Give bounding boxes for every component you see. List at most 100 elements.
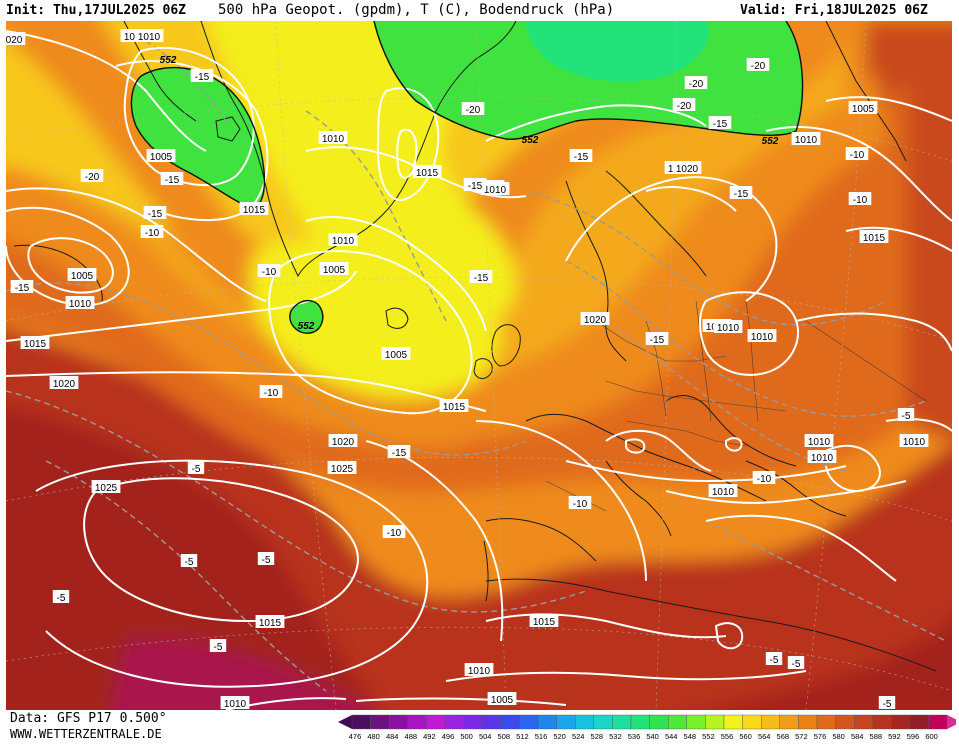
temperature-label: -15 [569, 149, 593, 163]
temperature-label: -5 [209, 639, 227, 653]
legend-value: 480 [367, 732, 380, 741]
temperature-label-box [187, 461, 205, 474]
pressure-label: 1010 [899, 434, 929, 448]
pressure-label-box [747, 329, 777, 342]
temperature-label: -15 [469, 270, 493, 284]
legend-swatch [444, 714, 464, 730]
temperature-label-box [708, 116, 732, 129]
legend-value: 600 [925, 732, 938, 741]
temperature-label-box [160, 172, 184, 185]
g3-area [289, 300, 323, 334]
temperature-label: -15 [143, 206, 167, 220]
pressure-label: 1010 [791, 132, 821, 146]
temperature-label-box [569, 149, 593, 162]
temperature-label-text: -10 [262, 267, 277, 278]
temperature-label: -5 [180, 554, 198, 568]
temperature-label-box [845, 147, 869, 160]
pressure-label-text: 1010 [322, 134, 345, 145]
legend-value: 496 [442, 732, 455, 741]
pressure-label-box [791, 132, 821, 145]
legend-swatch [686, 714, 706, 730]
legend-swatch [816, 714, 836, 730]
temperature-label-text: -15 [165, 175, 180, 186]
weather-map: 1010 1005 1010 1015 1015 1010 1010 1005 1005 1010… [6, 21, 952, 710]
temperature-label-text: -5 [770, 655, 779, 666]
legend-swatch [891, 714, 911, 730]
temperature-label: -15 [10, 280, 34, 294]
pressure-label-text: 1010 [468, 666, 491, 677]
pressure-label: 1020 [328, 434, 358, 448]
legend-swatch [574, 714, 594, 730]
temperature-label: -15 [708, 116, 732, 130]
edge-pressure-label-text: 1010 [138, 32, 161, 43]
legend-swatch [835, 714, 855, 730]
pressure-label-box [146, 149, 176, 162]
temperature-label-box [461, 102, 485, 115]
edge-pressure-label-box [6, 32, 26, 45]
temperature-label-text: -15 [650, 335, 665, 346]
pressure-label-box [529, 614, 559, 627]
legend-value: 508 [498, 732, 511, 741]
pressure-label-box [804, 434, 834, 447]
temperature-label: -10 [568, 496, 592, 510]
temperature-label-text: -15 [148, 209, 163, 220]
legend-value: 548 [684, 732, 697, 741]
geopotential-label: 552 [160, 55, 177, 66]
legend-swatch [537, 714, 557, 730]
map-title: 500 hPa Geopot. (gpdm), T (C), Bodendruc… [218, 2, 615, 18]
pressure-label-text: 1020 [584, 315, 607, 326]
temperature-label-text: -20 [689, 79, 704, 90]
temperature-label: -10 [140, 225, 164, 239]
legend-value: 568 [777, 732, 790, 741]
geopotential-label: 552 [298, 321, 315, 332]
geopotential-labels: 552 552 552 552 [160, 55, 779, 332]
temperature-label-text: -20 [85, 172, 100, 183]
pressure-label-text: 1010 [224, 699, 247, 710]
pressure-label: 1010 [713, 320, 743, 334]
pressure-label: 1005 [67, 268, 97, 282]
temperature-label: -10 [848, 192, 872, 206]
temperature-label-box [765, 652, 783, 665]
temperature-label-text: -15 [734, 189, 749, 200]
edge-pressure-label: 1010 [134, 29, 164, 43]
pressure-label: 1015 [412, 165, 442, 179]
legend-value: 556 [721, 732, 734, 741]
legend-value: 536 [628, 732, 641, 741]
legend-arrow-right [947, 715, 959, 729]
temperature-label-box [672, 98, 696, 111]
temperature-label: -20 [461, 102, 485, 116]
pressure-label: 1010 [807, 450, 837, 464]
temperature-label-text: -15 [713, 119, 728, 130]
temperature-label-box [848, 192, 872, 205]
legend-arrow-left [338, 715, 352, 729]
temperature-label-text: -5 [214, 642, 223, 653]
f-amber-area [6, 41, 846, 382]
pressure-label-text: 1015 [443, 402, 466, 413]
pressure-label-box [708, 484, 738, 497]
legend-swatch [872, 714, 892, 730]
legend-value: 584 [851, 732, 864, 741]
temperature-label: -10 [259, 385, 283, 399]
pressure-label: 1010 [65, 296, 95, 310]
temperature-label-text: -20 [677, 101, 692, 112]
pressure-label: 1005 [848, 101, 878, 115]
temperature-label-text: -15 [574, 152, 589, 163]
pressure-label: 1020 [580, 312, 610, 326]
legend-swatch [519, 714, 539, 730]
pressure-label: 1015 [255, 615, 285, 629]
legend-svg: 476 480 484 488 492 496 500 504 508 512 516 520 524 5… [338, 714, 959, 741]
pressure-label-text: 1005 [852, 104, 875, 115]
pressure-label-text: 1020 [676, 164, 699, 175]
temperature-label-box [143, 206, 167, 219]
legend-value: 524 [572, 732, 585, 741]
pressure-label-box [464, 663, 494, 676]
pressure-label-box [91, 480, 121, 493]
legend-swatch [407, 714, 427, 730]
pressure-label: 1025 [91, 480, 121, 494]
f-yellow2-area [249, 240, 501, 400]
pressure-label-box [580, 312, 610, 325]
legend-value: 588 [870, 732, 883, 741]
temperature-label-text: -10 [145, 228, 160, 239]
legend-swatch [723, 714, 743, 730]
g1b-area [526, 21, 709, 82]
